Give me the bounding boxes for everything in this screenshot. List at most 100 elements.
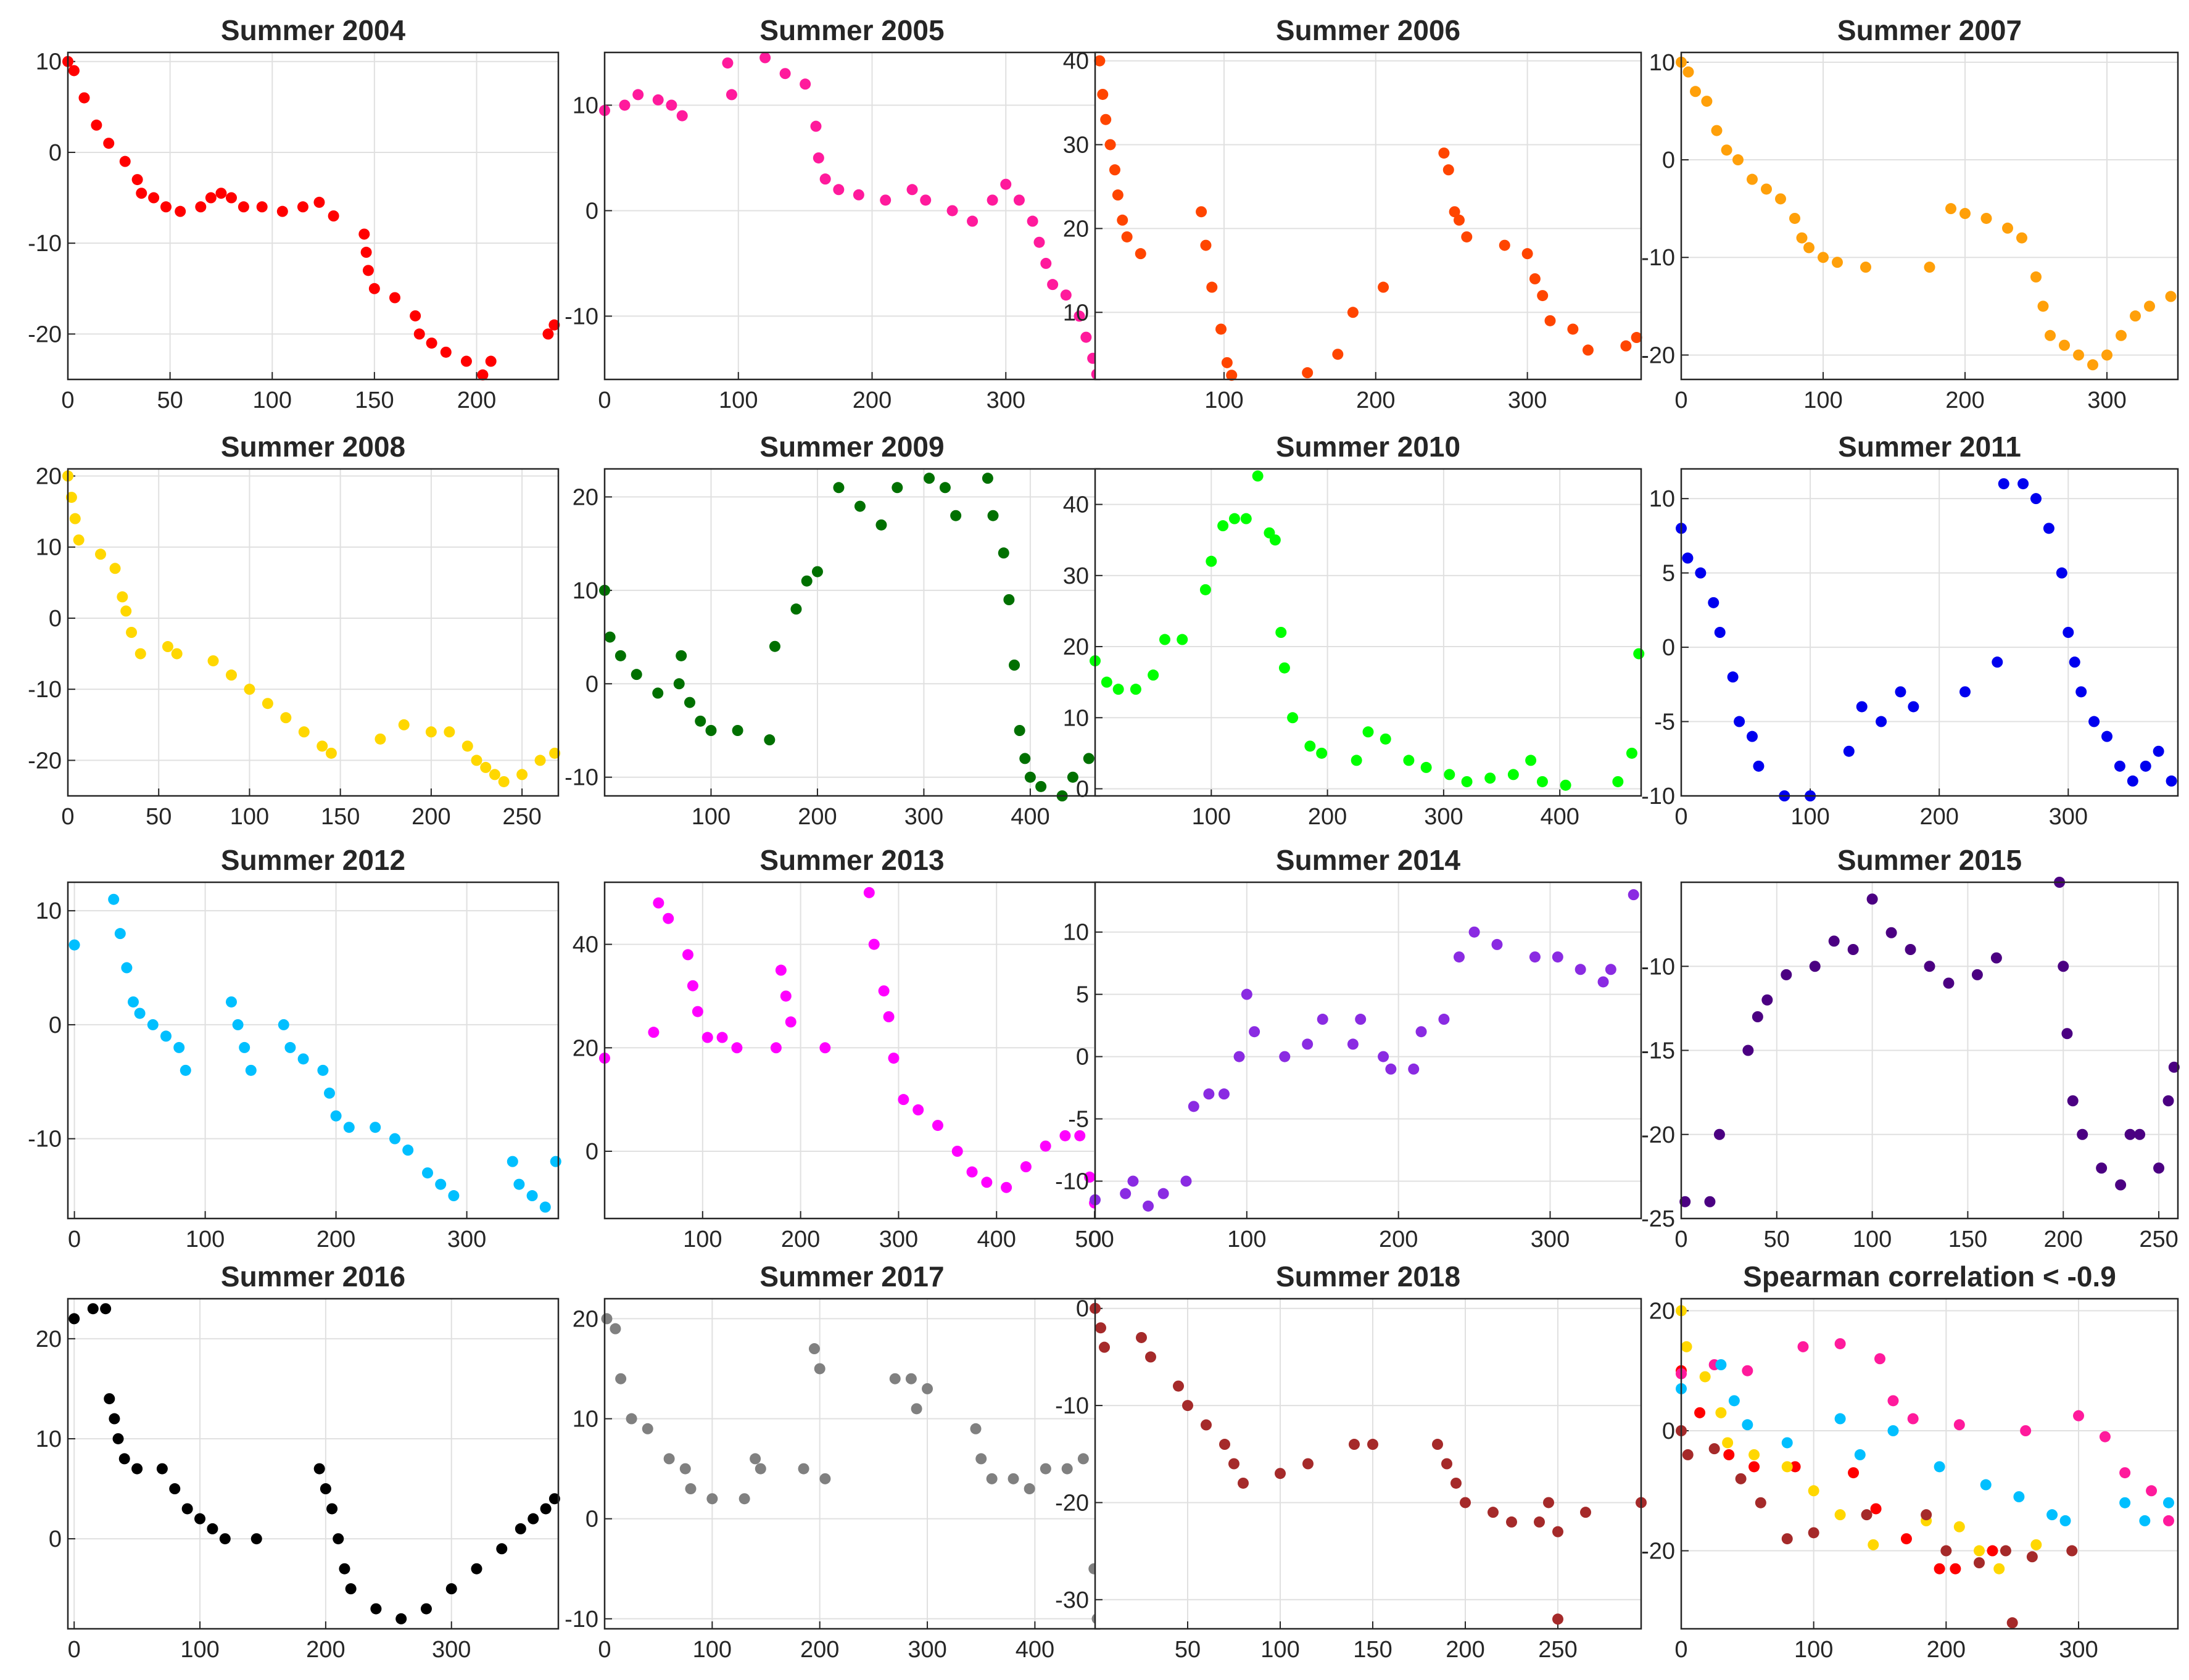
panel-summer-2006-data-point (1200, 239, 1212, 251)
panel-summer-2012: 0 100 200 300 -10 0 10 Summer 2012 (28, 844, 561, 1252)
panel-summer-2010-data-point (1507, 769, 1519, 780)
panel-summer-2013-data-point (682, 949, 693, 961)
panel-summer-2016-data-point (540, 1503, 552, 1515)
panel-summer-2012-x-tick-label: 0 (68, 1227, 81, 1252)
panel-summer-2015-data-point (2058, 961, 2069, 972)
panel-summer-2008-x-tick-label: 250 (502, 804, 541, 830)
panel-summer-2006-x-tick-label: 100 (1204, 387, 1243, 413)
panel-summer-2011-x-tick-label: 300 (2049, 804, 2088, 830)
panel-summer-2012-data-point (108, 893, 120, 905)
panel-spearman-correlation-0-9-x-tick-label: 300 (2059, 1637, 2098, 1663)
panel-summer-2007: 0 100 200 300 -20 -10 0 10 Summer 2007 (1641, 14, 2179, 413)
panel-summer-2014-y-tick-label: 10 (1063, 920, 1089, 946)
panel-summer-2007-data-point (2101, 349, 2112, 361)
panel-summer-2011-axes-box (1680, 468, 2179, 797)
panel-summer-2011-data-point (2030, 493, 2042, 505)
panel-summer-2011-data-point (2166, 775, 2177, 787)
panel-summer-2011-data-point (1856, 701, 1868, 713)
panel-summer-2011-x-tick-label: 200 (1919, 804, 1958, 830)
panel-summer-2010-y-tick-label: 40 (1063, 492, 1089, 518)
panel-summer-2009-data-point (604, 631, 616, 643)
panel-summer-2008-data-point (325, 747, 337, 759)
panel-summer-2006-data-point (1109, 164, 1120, 176)
panel-summer-2004-y-tick-label: -10 (28, 231, 62, 257)
panel-summer-2016-data-point (68, 1313, 80, 1325)
panel-summer-2018-y-tick-label: -20 (1055, 1490, 1089, 1516)
panel-summer-2012-data-point (245, 1064, 257, 1076)
panel-summer-2006-data-point (1454, 214, 1465, 226)
panel-summer-2014-data-point (1438, 1014, 1450, 1025)
panel-summer-2007-y-tick-label: 10 (1649, 50, 1675, 76)
panel-summer-2017-data-point (706, 1493, 718, 1505)
panel-summer-2011-data-point (2140, 760, 2151, 772)
panel-summer-2005-data-point (666, 99, 677, 111)
panel-summer-2010-data-point (1269, 534, 1281, 546)
panel-summer-2007-data-point (1980, 212, 1992, 224)
panel-summer-2016-data-point (326, 1503, 338, 1515)
panel-summer-2015-x-tick-label: 50 (1764, 1227, 1790, 1252)
panel-summer-2005-data-point (920, 194, 932, 206)
panel-summer-2017-data-point (819, 1473, 831, 1484)
panel-summer-2011-data-point (1908, 701, 1919, 713)
panel-summer-2008-y-tick-label: 0 (49, 606, 62, 632)
panel-summer-2006-data-point (1097, 88, 1109, 100)
panel-spearman-correlation-0-9-y-tick-label: -20 (1641, 1539, 1675, 1565)
panel-summer-2016-data-point (420, 1603, 432, 1615)
panel-summer-2011-plot-area (1681, 469, 2178, 796)
panel-summer-2006-data-point (1620, 340, 1632, 352)
panel-summer-2007-data-point (2165, 291, 2177, 302)
panel-summer-2004-data-point (226, 192, 237, 204)
panel-summer-2004-title: Summer 2004 (221, 14, 406, 46)
panel-summer-2017-data-point (808, 1343, 820, 1355)
panel-summer-2015-data-point (2077, 1128, 2088, 1140)
panel-summer-2008-x-tick-label: 50 (146, 804, 172, 830)
panel-summer-2014-data-point (1203, 1088, 1215, 1100)
panel-summer-2008-data-point (549, 747, 561, 759)
panel-summer-2007-x-tick-label: 300 (2087, 387, 2126, 413)
panel-summer-2005-x-tick-label: 300 (987, 387, 1025, 413)
panel-spearman-correlation-0-9-data-point (1755, 1497, 1766, 1508)
panel-spearman-correlation-0-9-data-point (1921, 1509, 1932, 1521)
panel-spearman-correlation-0-9-data-point (1781, 1461, 1793, 1473)
panel-spearman-correlation-0-9-data-point (1907, 1413, 1919, 1425)
panel-summer-2010-data-point (1177, 634, 1188, 645)
panel-summer-2009-data-point (987, 510, 999, 521)
panel-summer-2011-data-point (1876, 716, 1887, 727)
panel-summer-2017-data-point (601, 1313, 613, 1325)
panel-spearman-correlation-0-9-data-point (1974, 1557, 1985, 1568)
panel-spearman-correlation-0-9-data-point (1748, 1449, 1760, 1460)
panel-summer-2018-y-tick-label: -30 (1055, 1587, 1089, 1613)
panel-summer-2016-data-point (313, 1463, 325, 1475)
panel-summer-2005-data-point (1040, 257, 1052, 269)
panel-summer-2013-data-point (648, 1027, 660, 1038)
panel-summer-2007-series-2007 (1676, 56, 2177, 371)
panel-summer-2010-y-tick-label: 10 (1063, 705, 1089, 731)
panel-summer-2012-plot-area (68, 882, 558, 1219)
panel-summer-2009-data-point (892, 482, 903, 494)
panel-summer-2005-data-point (676, 110, 688, 122)
panel-summer-2014-data-point (1180, 1175, 1192, 1187)
panel-summer-2010-x-tick-label: 100 (1192, 804, 1231, 830)
panel-summer-2004-data-point (175, 205, 186, 217)
panel-summer-2008-x-tick-label: 150 (321, 804, 360, 830)
panel-summer-2011-data-point (2101, 730, 2112, 742)
panel-summer-2015-data-point (1866, 893, 1878, 905)
panel-spearman-correlation-0-9-data-point (1950, 1563, 1961, 1574)
panel-summer-2018-data-point (1302, 1458, 1314, 1470)
panel-summer-2017-data-point (615, 1373, 627, 1384)
panel-summer-2009-data-point (854, 500, 866, 512)
panel-summer-2012-x-tick-label: 200 (317, 1227, 355, 1252)
panel-summer-2011-data-point (1727, 671, 1739, 683)
panel-summer-2010-data-point (1206, 555, 1217, 567)
panel-summer-2016-data-point (194, 1513, 206, 1525)
panel-summer-2008-data-point (120, 605, 132, 617)
panel-summer-2016-axes-box (67, 1297, 560, 1630)
panel-summer-2011-data-point (1714, 627, 1726, 638)
panel-summer-2016-data-point (118, 1453, 130, 1465)
panel-summer-2015-y-tick-label: -25 (1641, 1206, 1675, 1232)
panel-summer-2013-data-point (780, 990, 792, 1002)
panel-summer-2013-data-point (1001, 1181, 1012, 1193)
panel-summer-2018-data-point (1182, 1400, 1193, 1412)
panel-summer-2005-data-point (1000, 178, 1012, 190)
panel-summer-2014-data-point (1218, 1088, 1230, 1100)
